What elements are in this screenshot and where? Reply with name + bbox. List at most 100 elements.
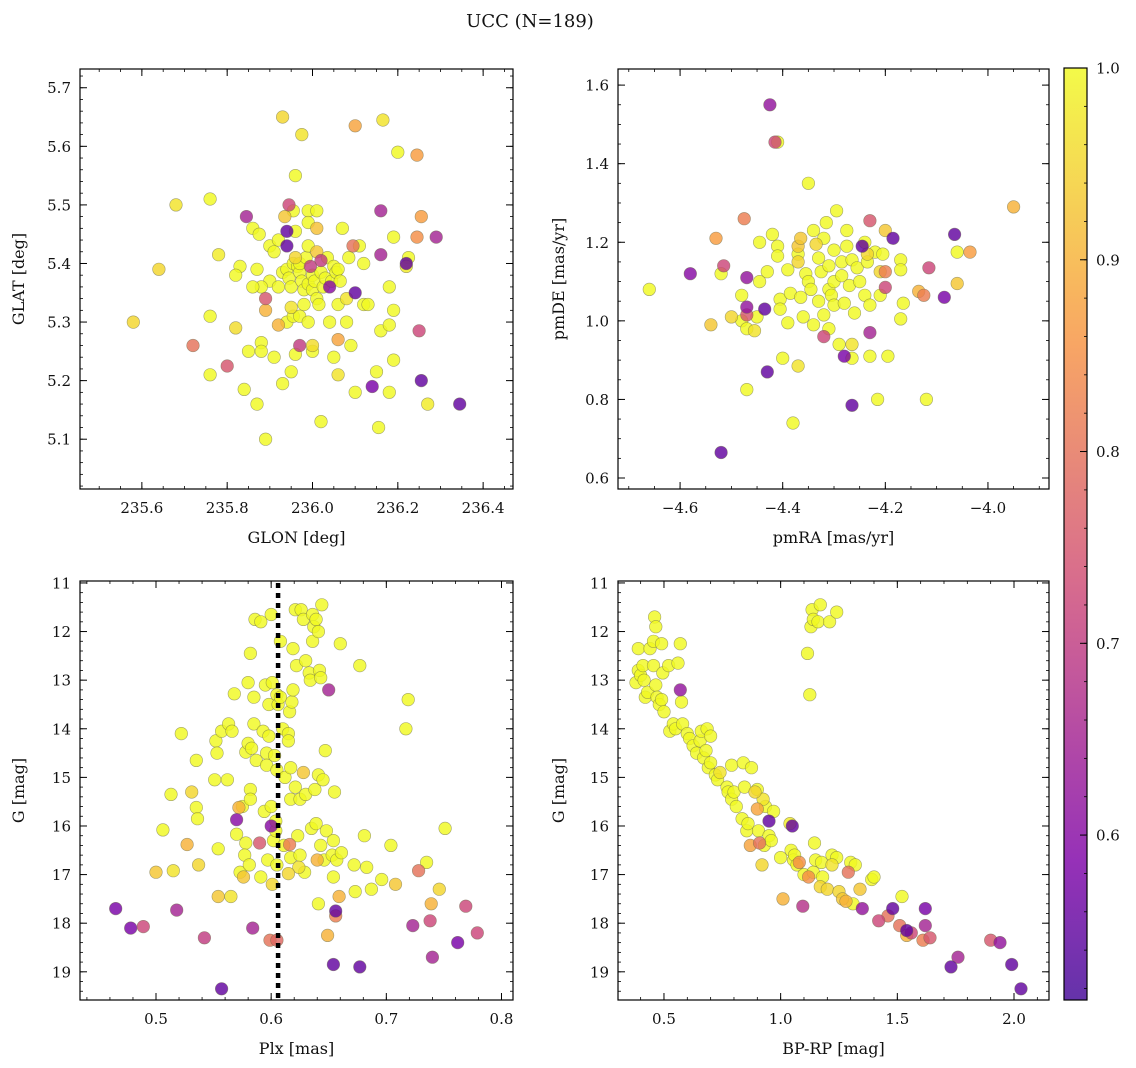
y-tick-label: 16	[52, 817, 71, 835]
data-point	[671, 656, 685, 670]
data-point	[174, 726, 188, 741]
data-point	[631, 641, 645, 656]
data-point	[923, 931, 937, 945]
data-point	[340, 315, 354, 329]
data-point	[357, 829, 372, 843]
data-point	[773, 850, 788, 865]
data-point	[301, 315, 315, 329]
data-point	[197, 931, 211, 945]
y-tick-label: 1.2	[585, 234, 609, 252]
x-tick-label: 0.5	[144, 1010, 168, 1028]
data-point	[166, 864, 180, 878]
data-point	[853, 275, 867, 289]
data-point	[333, 637, 347, 651]
data-point	[845, 398, 859, 412]
data-point	[276, 110, 290, 124]
y-tick-label: 12	[52, 623, 71, 641]
data-point	[369, 365, 384, 379]
data-point	[420, 855, 434, 870]
data-point	[391, 145, 405, 159]
data-point	[364, 882, 379, 896]
data-point	[334, 846, 349, 860]
data-point	[259, 432, 273, 446]
data-point	[288, 251, 303, 265]
y-tick-label: 13	[590, 672, 609, 690]
data-point	[944, 960, 958, 974]
data-point	[918, 901, 932, 916]
data-point	[825, 858, 839, 872]
x-tick-label: 0.5	[652, 1010, 676, 1028]
data-point	[840, 239, 854, 253]
data-point	[259, 292, 273, 306]
data-point	[414, 374, 428, 388]
data-point	[741, 816, 755, 831]
data-point	[250, 262, 264, 276]
data-point	[654, 692, 669, 707]
data-point	[224, 889, 238, 904]
data-point	[288, 169, 303, 183]
data-point	[311, 897, 326, 911]
data-point	[280, 239, 294, 253]
y-axis-label: G [mag]	[549, 758, 568, 823]
data-point	[785, 819, 799, 833]
data-point	[406, 918, 420, 933]
data-point	[963, 245, 977, 259]
data-point	[190, 812, 205, 826]
data-point	[241, 344, 256, 358]
data-point	[894, 312, 908, 326]
data-point	[211, 842, 225, 856]
data-point	[863, 298, 877, 312]
x-axis-label: pmRA [mas/yr]	[773, 528, 895, 547]
data-point	[673, 637, 687, 651]
data-point	[278, 210, 292, 224]
data-point	[220, 359, 234, 373]
data-point	[412, 324, 426, 338]
data-point	[900, 923, 914, 938]
data-point	[259, 303, 273, 317]
data-point	[227, 687, 241, 701]
x-tick-label: 0.6	[259, 1010, 283, 1028]
data-point	[840, 223, 854, 238]
y-tick-label: 1.6	[585, 77, 609, 95]
data-point	[950, 276, 964, 291]
y-tick-label: 18	[590, 915, 609, 933]
data-point	[293, 848, 307, 862]
x-tick-label: 236.4	[462, 499, 505, 517]
data-point	[786, 416, 800, 430]
data-point	[344, 338, 358, 353]
data-point	[781, 316, 795, 330]
data-point	[296, 765, 311, 780]
data-point	[331, 333, 345, 347]
data-point	[699, 743, 713, 758]
data-point	[264, 607, 278, 622]
data-point	[773, 302, 787, 316]
data-point	[245, 741, 259, 755]
data-point	[806, 318, 821, 332]
x-tick-label: 235.6	[120, 499, 163, 517]
data-point	[813, 598, 827, 612]
data-point	[800, 646, 815, 661]
data-point	[855, 239, 869, 253]
data-point	[791, 359, 805, 373]
data-point	[382, 280, 396, 294]
data-point	[401, 692, 415, 707]
colorbar-tick-label: 0.6	[1096, 827, 1120, 845]
data-point	[285, 695, 299, 709]
data-point	[225, 724, 239, 738]
data-point	[309, 816, 323, 831]
data-point	[804, 282, 818, 297]
data-point	[737, 212, 751, 226]
points-layer	[629, 598, 1028, 996]
data-point	[267, 245, 281, 259]
y-tick-label: 5.2	[47, 372, 71, 390]
y-tick-label: 5.3	[47, 314, 71, 332]
data-point	[835, 269, 849, 283]
data-point	[811, 251, 826, 265]
data-point	[796, 310, 810, 324]
data-point	[292, 860, 306, 874]
data-point	[758, 302, 772, 316]
data-point	[1014, 982, 1028, 996]
data-point	[850, 261, 864, 275]
data-point	[152, 262, 166, 276]
